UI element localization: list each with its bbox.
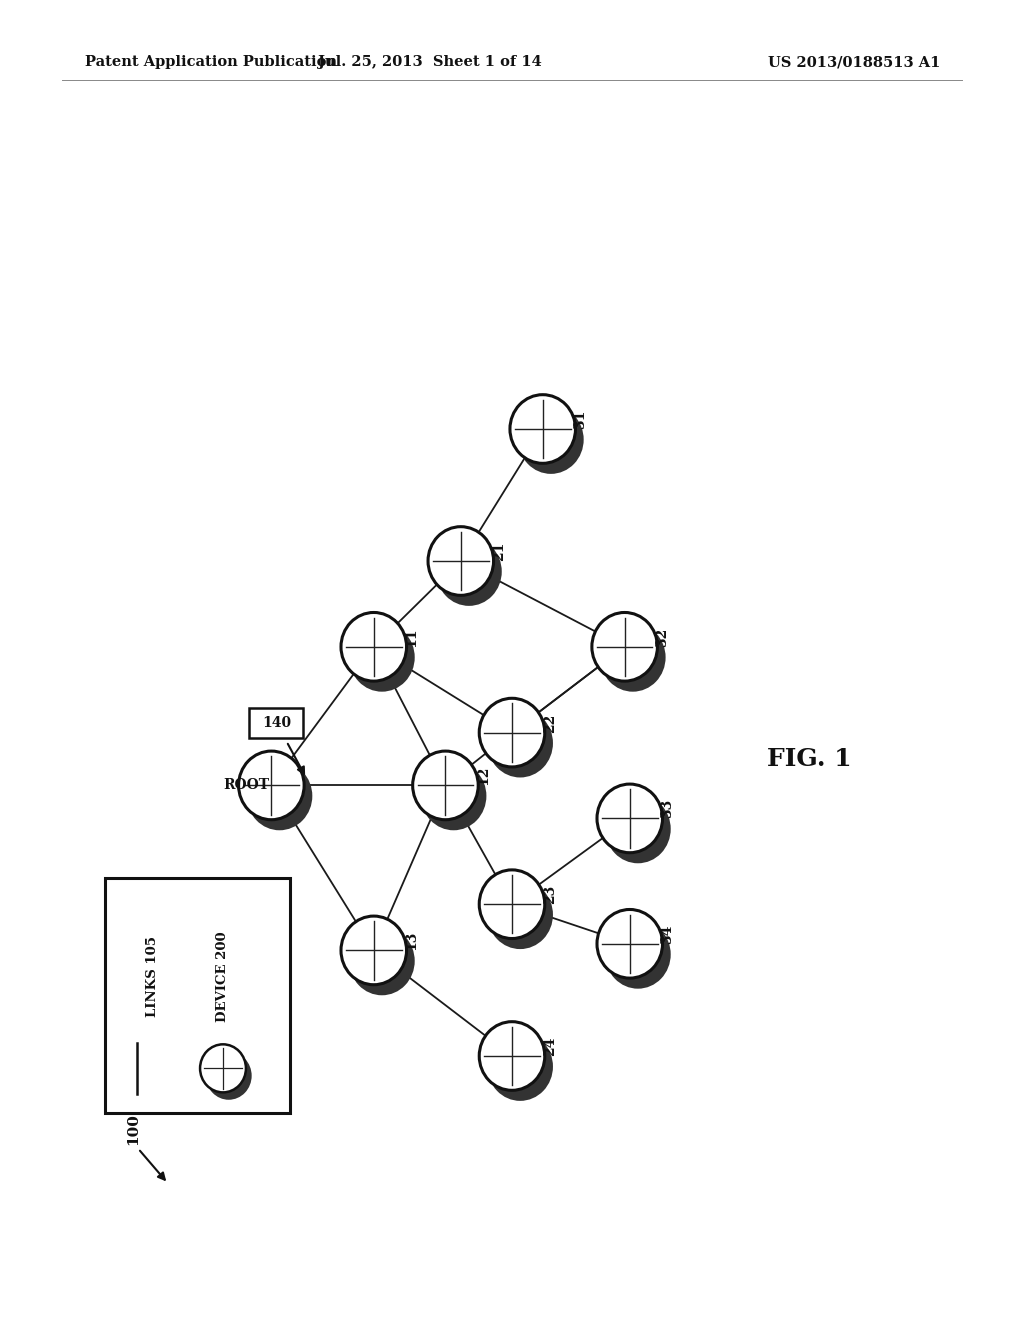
Text: 32: 32 [655,627,670,647]
Text: 33: 33 [660,799,675,818]
Text: LINKS 105: LINKS 105 [146,936,160,1018]
Text: 24: 24 [543,1036,557,1056]
Ellipse shape [487,709,553,777]
Text: 100: 100 [126,1113,140,1144]
Ellipse shape [428,527,494,595]
Ellipse shape [200,1044,246,1093]
Ellipse shape [600,623,666,692]
Ellipse shape [247,762,312,830]
Ellipse shape [341,612,407,681]
Ellipse shape [592,612,657,681]
Ellipse shape [518,405,584,474]
Ellipse shape [605,795,671,863]
Ellipse shape [510,395,575,463]
Ellipse shape [413,751,478,820]
Ellipse shape [341,916,407,985]
Text: 23: 23 [543,884,557,904]
Bar [105,878,290,1113]
Text: 22: 22 [543,713,557,733]
Text: 12: 12 [476,766,490,785]
Text: 140: 140 [262,717,291,730]
Ellipse shape [487,1032,553,1101]
Ellipse shape [479,698,545,767]
Text: 13: 13 [404,931,419,950]
Text: 31: 31 [573,409,588,429]
Text: DEVICE 200: DEVICE 200 [216,932,229,1022]
Ellipse shape [479,1022,545,1090]
Text: US 2013/0188513 A1: US 2013/0188513 A1 [768,55,940,69]
Text: Jul. 25, 2013  Sheet 1 of 14: Jul. 25, 2013 Sheet 1 of 14 [318,55,542,69]
Text: Patent Application Publication: Patent Application Publication [85,55,337,69]
Ellipse shape [349,623,415,692]
Ellipse shape [436,537,502,606]
Text: 34: 34 [660,924,675,944]
Ellipse shape [421,762,486,830]
Text: ROOT: ROOT [223,779,269,792]
Text: FIG. 1: FIG. 1 [767,747,851,771]
Ellipse shape [597,784,663,853]
Text: 11: 11 [404,627,419,647]
Ellipse shape [605,920,671,989]
FancyBboxPatch shape [250,709,303,738]
Text: 21: 21 [492,541,506,561]
Ellipse shape [479,870,545,939]
Ellipse shape [597,909,663,978]
Ellipse shape [239,751,304,820]
Ellipse shape [349,927,415,995]
Ellipse shape [206,1052,252,1100]
Ellipse shape [487,880,553,949]
